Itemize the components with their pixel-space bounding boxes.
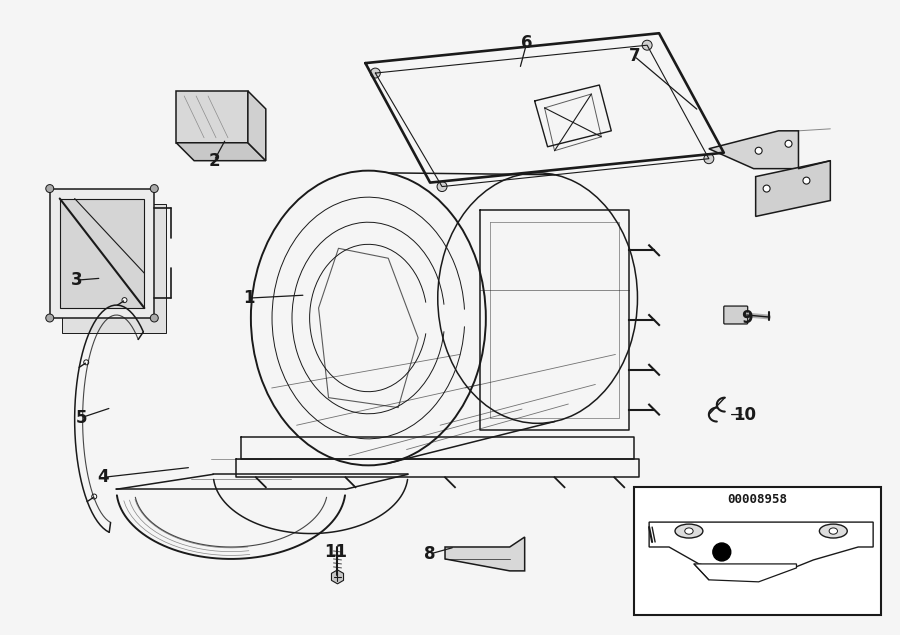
Ellipse shape [819,524,847,538]
Polygon shape [694,564,796,582]
Polygon shape [176,91,248,143]
Circle shape [46,185,54,192]
Text: 3: 3 [71,271,83,289]
Bar [634,487,881,615]
Polygon shape [248,91,266,161]
Circle shape [370,68,381,78]
Circle shape [785,140,792,147]
Polygon shape [756,161,831,217]
Text: 9: 9 [741,309,752,327]
Circle shape [755,147,762,154]
Circle shape [92,494,96,499]
Text: 11: 11 [324,543,347,561]
Text: 6: 6 [521,34,533,52]
Polygon shape [62,203,166,333]
Text: 1: 1 [243,289,255,307]
Circle shape [122,298,127,303]
FancyBboxPatch shape [724,306,748,324]
Circle shape [84,360,89,365]
Circle shape [643,40,652,50]
Circle shape [437,182,447,192]
Text: 7: 7 [628,47,640,65]
Text: 8: 8 [424,545,436,563]
Circle shape [150,185,158,192]
Circle shape [803,177,810,184]
Text: 4: 4 [98,468,109,486]
Circle shape [704,154,714,164]
Ellipse shape [675,524,703,538]
Polygon shape [59,199,144,308]
Polygon shape [709,131,798,169]
Ellipse shape [829,528,838,534]
Text: 5: 5 [76,408,87,427]
Circle shape [46,314,54,322]
Ellipse shape [685,528,693,534]
Text: 2: 2 [208,152,220,170]
Polygon shape [50,189,154,318]
Polygon shape [649,522,873,574]
Circle shape [150,314,158,322]
Polygon shape [176,143,266,161]
Circle shape [763,185,770,192]
Text: 10: 10 [734,406,756,424]
Polygon shape [445,537,525,571]
Circle shape [713,543,731,561]
Text: 00008958: 00008958 [727,493,788,505]
